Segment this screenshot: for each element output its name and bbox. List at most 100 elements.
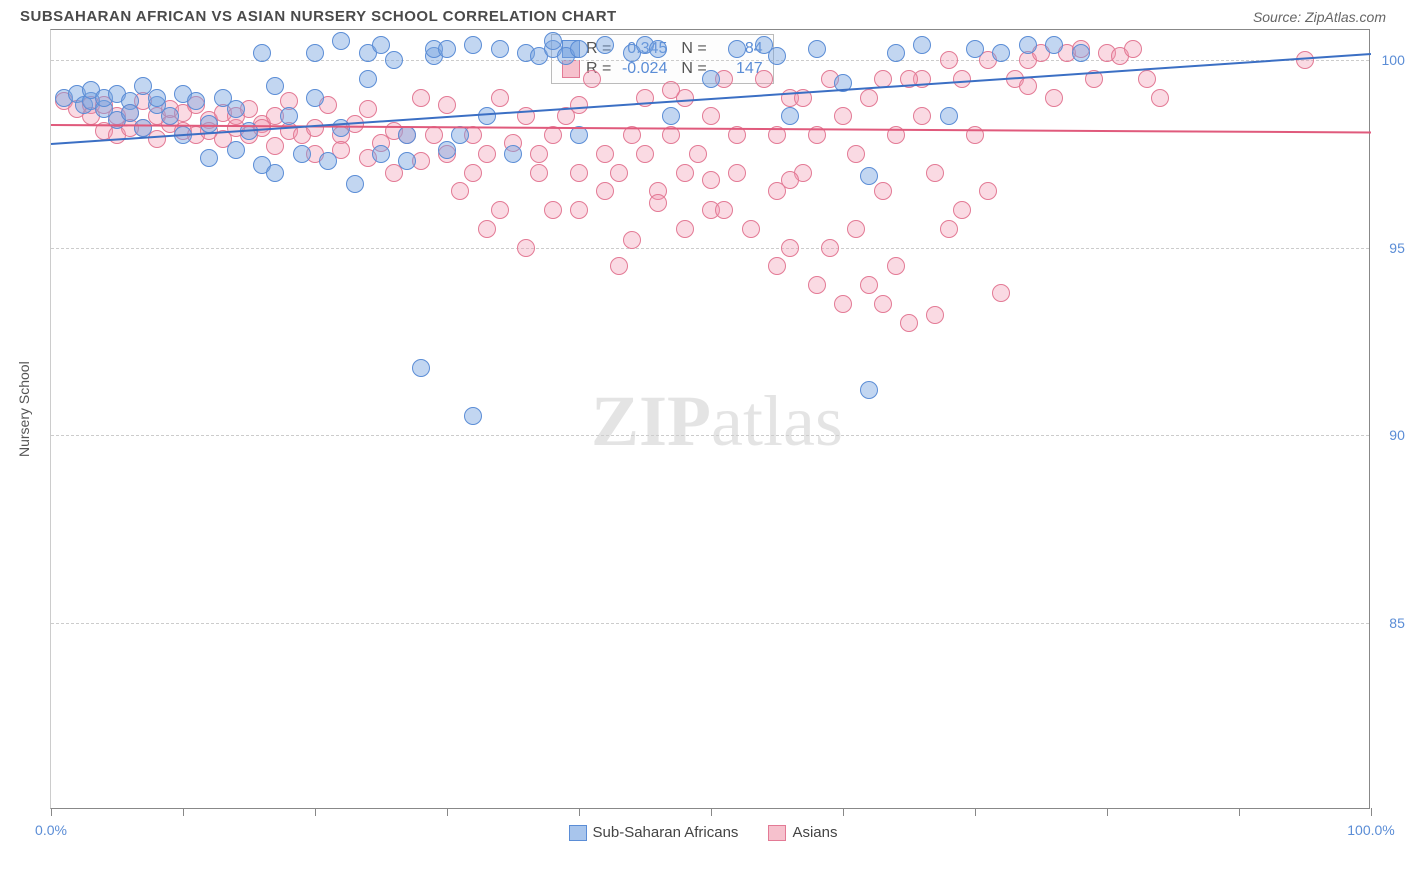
point-asian xyxy=(425,126,443,144)
x-tick xyxy=(1107,808,1108,816)
point-asian xyxy=(860,89,878,107)
point-asian xyxy=(953,201,971,219)
point-subsaharan xyxy=(372,145,390,163)
point-subsaharan xyxy=(544,32,562,50)
point-asian xyxy=(530,145,548,163)
legend: Sub-Saharan Africans Asians xyxy=(20,824,1386,841)
point-asian xyxy=(979,182,997,200)
point-asian xyxy=(728,164,746,182)
point-subsaharan xyxy=(306,44,324,62)
point-subsaharan xyxy=(227,100,245,118)
point-subsaharan xyxy=(266,77,284,95)
gridline xyxy=(51,248,1369,249)
point-asian xyxy=(821,239,839,257)
point-subsaharan xyxy=(200,115,218,133)
chart-title: SUBSAHARAN AFRICAN VS ASIAN NURSERY SCHO… xyxy=(20,8,617,25)
point-subsaharan xyxy=(121,104,139,122)
gridline xyxy=(51,623,1369,624)
point-subsaharan xyxy=(398,152,416,170)
point-asian xyxy=(266,137,284,155)
point-asian xyxy=(662,81,680,99)
point-asian xyxy=(715,201,733,219)
point-asian xyxy=(570,96,588,114)
point-subsaharan xyxy=(464,36,482,54)
point-asian xyxy=(940,51,958,69)
point-asian xyxy=(953,70,971,88)
point-asian xyxy=(491,89,509,107)
x-tick xyxy=(843,808,844,816)
point-subsaharan xyxy=(913,36,931,54)
point-subsaharan xyxy=(808,40,826,58)
point-asian xyxy=(491,201,509,219)
point-asian xyxy=(530,164,548,182)
point-asian xyxy=(808,276,826,294)
point-subsaharan xyxy=(1019,36,1037,54)
point-asian xyxy=(583,70,601,88)
point-asian xyxy=(412,89,430,107)
point-asian xyxy=(1138,70,1156,88)
point-subsaharan xyxy=(359,70,377,88)
x-tick xyxy=(447,808,448,816)
y-tick-label: 85.0% xyxy=(1389,615,1406,631)
plot-area: ZIPatlas R =0.345N =84R =-0.024N =147 85… xyxy=(50,29,1370,809)
source-label: Source: ZipAtlas.com xyxy=(1253,9,1386,25)
point-asian xyxy=(834,107,852,125)
point-asian xyxy=(438,96,456,114)
point-asian xyxy=(464,164,482,182)
point-asian xyxy=(478,145,496,163)
point-asian xyxy=(768,257,786,275)
point-subsaharan xyxy=(412,359,430,377)
point-asian xyxy=(1296,51,1314,69)
point-subsaharan xyxy=(940,107,958,125)
point-asian xyxy=(676,220,694,238)
point-subsaharan xyxy=(702,70,720,88)
point-subsaharan xyxy=(781,107,799,125)
x-tick xyxy=(975,808,976,816)
x-tick xyxy=(1371,808,1372,816)
point-subsaharan xyxy=(860,167,878,185)
stats-r-value: -0.024 xyxy=(617,60,667,78)
point-subsaharan xyxy=(596,36,614,54)
point-subsaharan xyxy=(1045,36,1063,54)
point-subsaharan xyxy=(478,107,496,125)
x-tick xyxy=(579,808,580,816)
point-subsaharan xyxy=(161,107,179,125)
point-subsaharan xyxy=(966,40,984,58)
point-subsaharan xyxy=(266,164,284,182)
point-subsaharan xyxy=(570,40,588,58)
point-asian xyxy=(926,306,944,324)
y-axis-label: Nursery School xyxy=(16,361,32,457)
point-subsaharan xyxy=(438,141,456,159)
point-subsaharan xyxy=(768,47,786,65)
point-asian xyxy=(874,295,892,313)
point-subsaharan xyxy=(346,175,364,193)
point-subsaharan xyxy=(464,407,482,425)
point-subsaharan xyxy=(1072,44,1090,62)
point-asian xyxy=(623,231,641,249)
point-asian xyxy=(1045,89,1063,107)
point-subsaharan xyxy=(504,145,522,163)
x-tick xyxy=(183,808,184,816)
gridline xyxy=(51,60,1369,61)
point-subsaharan xyxy=(451,126,469,144)
point-asian xyxy=(689,145,707,163)
point-asian xyxy=(1124,40,1142,58)
point-asian xyxy=(649,194,667,212)
point-subsaharan xyxy=(491,40,509,58)
x-tick xyxy=(315,808,316,816)
point-subsaharan xyxy=(280,107,298,125)
point-subsaharan xyxy=(227,141,245,159)
point-subsaharan xyxy=(187,92,205,110)
legend-label-b: Asians xyxy=(792,824,837,841)
point-asian xyxy=(596,145,614,163)
point-subsaharan xyxy=(372,36,390,54)
point-asian xyxy=(913,107,931,125)
point-subsaharan xyxy=(662,107,680,125)
point-subsaharan xyxy=(398,126,416,144)
legend-swatch-a xyxy=(569,825,587,841)
point-asian xyxy=(359,100,377,118)
y-tick-label: 100.0% xyxy=(1382,52,1406,68)
point-asian xyxy=(860,276,878,294)
point-asian xyxy=(834,295,852,313)
point-subsaharan xyxy=(728,40,746,58)
